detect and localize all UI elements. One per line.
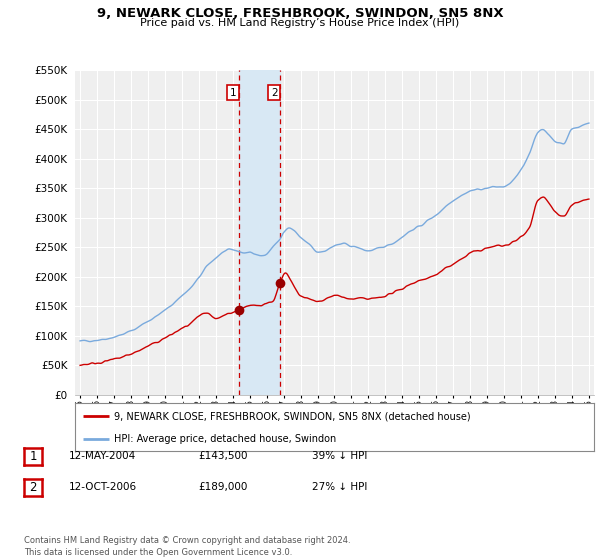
Text: 12-OCT-2006: 12-OCT-2006	[69, 482, 137, 492]
Text: 27% ↓ HPI: 27% ↓ HPI	[312, 482, 367, 492]
Text: 12-MAY-2004: 12-MAY-2004	[69, 451, 136, 461]
Text: 2: 2	[29, 480, 37, 494]
Text: 1: 1	[230, 88, 236, 98]
Text: Price paid vs. HM Land Registry’s House Price Index (HPI): Price paid vs. HM Land Registry’s House …	[140, 18, 460, 29]
Text: 1: 1	[29, 450, 37, 463]
Text: Contains HM Land Registry data © Crown copyright and database right 2024.
This d: Contains HM Land Registry data © Crown c…	[24, 536, 350, 557]
Text: £143,500: £143,500	[198, 451, 248, 461]
Text: 39% ↓ HPI: 39% ↓ HPI	[312, 451, 367, 461]
Text: 2: 2	[271, 88, 277, 98]
Text: 9, NEWARK CLOSE, FRESHBROOK, SWINDON, SN5 8NX: 9, NEWARK CLOSE, FRESHBROOK, SWINDON, SN…	[97, 7, 503, 20]
Text: 9, NEWARK CLOSE, FRESHBROOK, SWINDON, SN5 8NX (detached house): 9, NEWARK CLOSE, FRESHBROOK, SWINDON, SN…	[114, 411, 470, 421]
Text: HPI: Average price, detached house, Swindon: HPI: Average price, detached house, Swin…	[114, 434, 336, 444]
Text: £189,000: £189,000	[198, 482, 247, 492]
Bar	[239, 70, 280, 395]
